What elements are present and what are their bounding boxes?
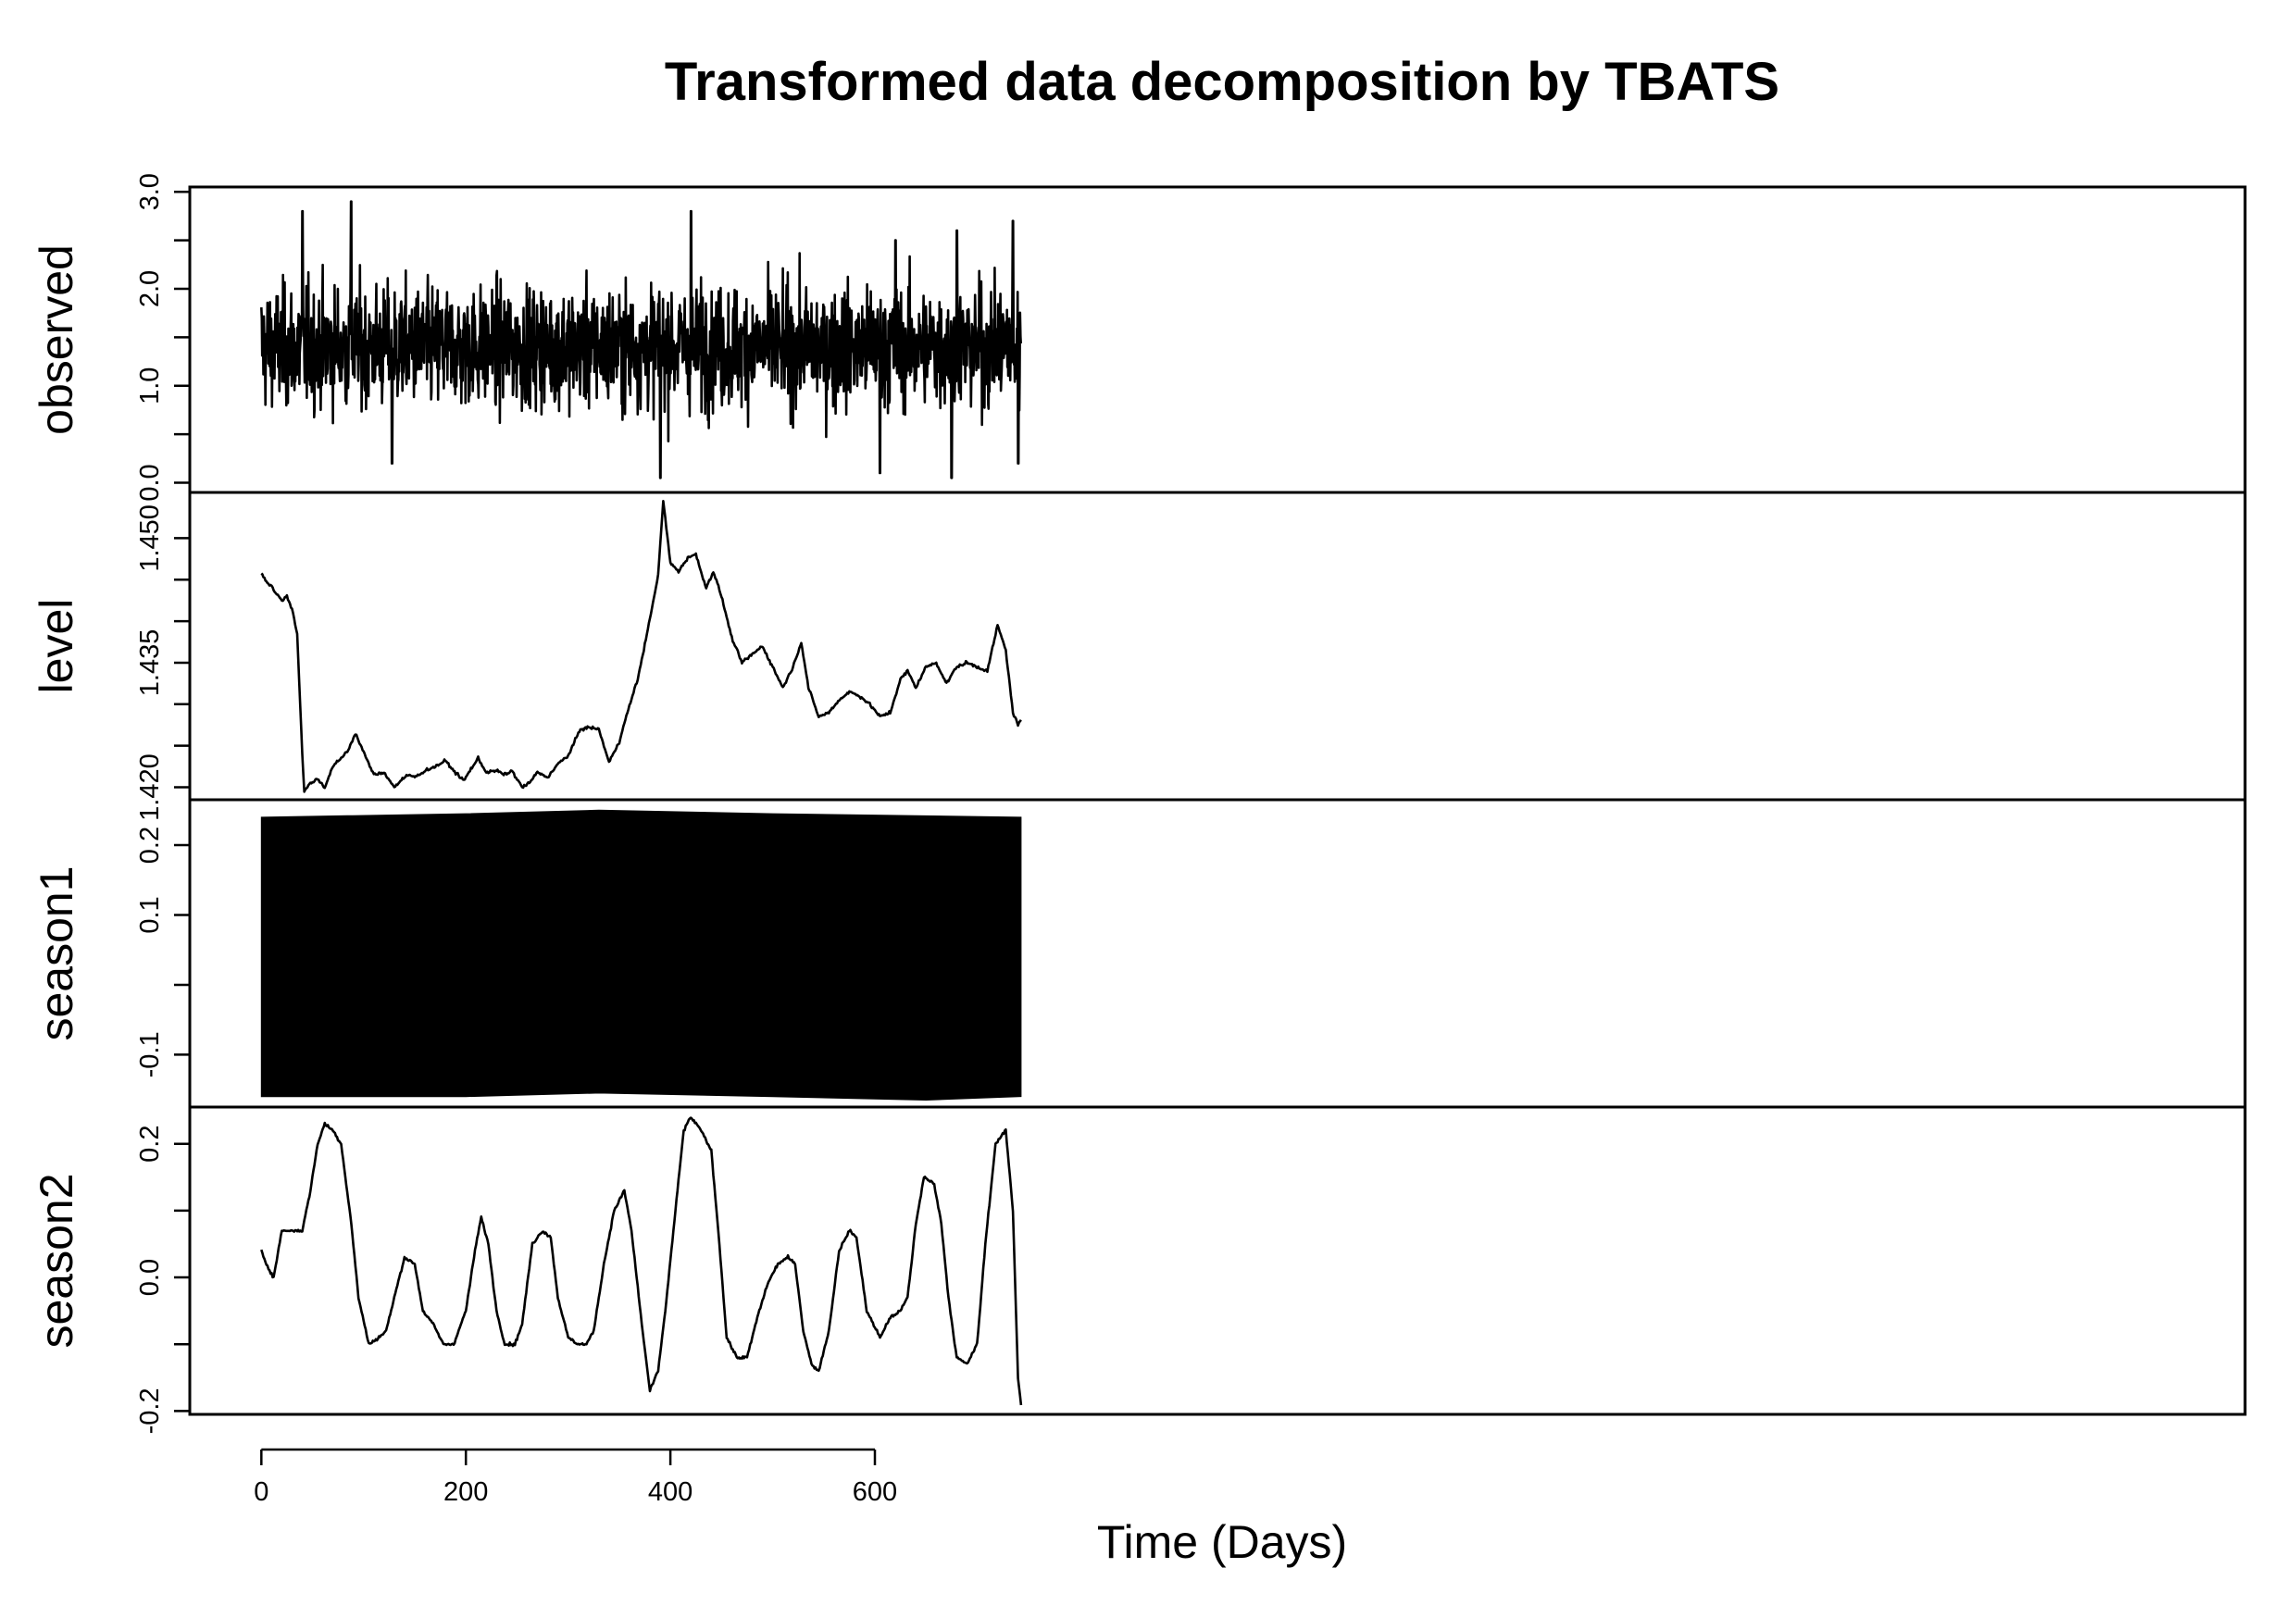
season2-ytick-label: 0.2 (135, 1126, 165, 1163)
season2-series-line (260, 1116, 1023, 1406)
season1-y-axis-label: season1 (31, 865, 82, 1040)
season2-ytick-label: -0.2 (135, 1388, 165, 1434)
season2-ytick-label: 0.0 (135, 1259, 165, 1296)
chart-title: Transformed data decomposition by TBATS (665, 52, 1779, 112)
panels: 0.0 1.0 2.0 3.0 observed 1.420 1.435 1.450 level… (31, 173, 2247, 1434)
observed-ytick-label: 3.0 (135, 173, 165, 210)
x-axis: 0 200 400 600 (254, 1448, 897, 1507)
season1-series-band (260, 809, 1022, 1101)
observed-series-line (260, 200, 1022, 479)
panel-season2: -0.2 0.0 0.2 season2 (31, 1105, 2247, 1434)
panel-observed: 0.0 1.0 2.0 3.0 observed (31, 173, 2247, 502)
season2-y-axis-label: season2 (31, 1173, 82, 1348)
panel-season1: -0.1 0.1 0.2 season1 (31, 798, 2247, 1109)
panel-level: 1.420 1.435 1.450 level (31, 491, 2247, 821)
level-ytick-label: 1.435 (135, 629, 165, 697)
observed-ytick-label: 0.0 (135, 464, 165, 501)
x-tick-label: 600 (853, 1477, 897, 1507)
season1-ytick-label: 0.1 (135, 896, 165, 933)
level-panel-frame (188, 491, 2247, 802)
season1-ytick-label: 0.2 (135, 827, 165, 864)
observed-y-axis-label: observed (31, 244, 82, 435)
level-ytick-label: 1.450 (135, 504, 165, 572)
level-y-axis-label: level (31, 599, 82, 694)
x-axis-label: Time (Days) (1097, 1516, 1347, 1568)
observed-ytick-label: 1.0 (135, 367, 165, 404)
x-tick-label: 0 (254, 1477, 268, 1507)
season1-ytick-label: -0.1 (135, 1031, 165, 1077)
x-tick-label: 200 (443, 1477, 488, 1507)
level-series-line (260, 499, 1022, 793)
observed-ytick-label: 2.0 (135, 270, 165, 307)
level-ytick-label: 1.420 (135, 753, 165, 821)
x-tick-label: 400 (648, 1477, 693, 1507)
season2-panel-frame (188, 1105, 2247, 1416)
